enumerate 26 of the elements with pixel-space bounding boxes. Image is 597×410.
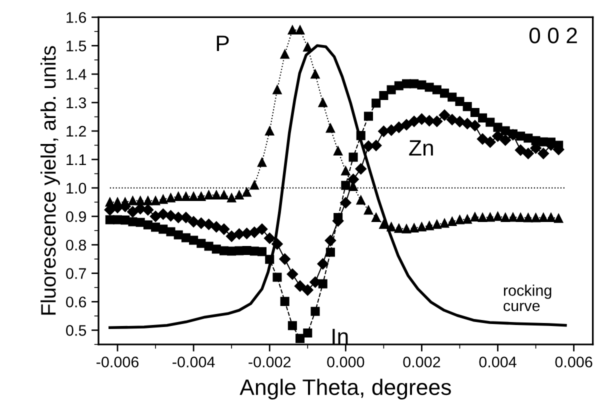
y-tick-label: 1.6 — [66, 12, 86, 23]
y-tick-label: 1.2 — [66, 126, 86, 137]
series-label: rocking curve — [504, 284, 552, 312]
y-tick-label: 0.7 — [66, 268, 86, 279]
y-tick-label: 0.9 — [66, 211, 86, 222]
y-tick-label: 0.8 — [66, 240, 86, 251]
x-tick-label: 0.002 — [403, 356, 440, 368]
y-tick-label: 1.4 — [66, 69, 86, 80]
y-tick-label: 1.5 — [66, 40, 86, 52]
x-tick-label: 0.000 — [327, 356, 364, 368]
annotation: 0 0 2 — [529, 28, 577, 44]
x-tick-label: 0.004 — [479, 356, 516, 368]
series-label: Zn — [409, 140, 433, 156]
text: P — [216, 36, 229, 52]
x-tick-label: 0.006 — [555, 356, 592, 368]
y-tick-label: 0.5 — [66, 325, 86, 336]
x-tick-label: -0.006 — [96, 356, 139, 368]
series-label: In — [332, 328, 348, 344]
y-tick-label: 0.6 — [66, 296, 86, 308]
x-tick-label: -0.004 — [172, 356, 215, 368]
y-tick-label: 1.0 — [66, 182, 86, 194]
y-tick-label: 1.3 — [66, 97, 86, 108]
x-axis-title: Angle Theta, degrees — [240, 378, 451, 400]
y-tick-label: 1.1 — [66, 154, 86, 166]
y-axis-title: Fluorescence yield, arb. units — [40, 46, 60, 315]
x-tick-label: -0.002 — [248, 356, 291, 368]
